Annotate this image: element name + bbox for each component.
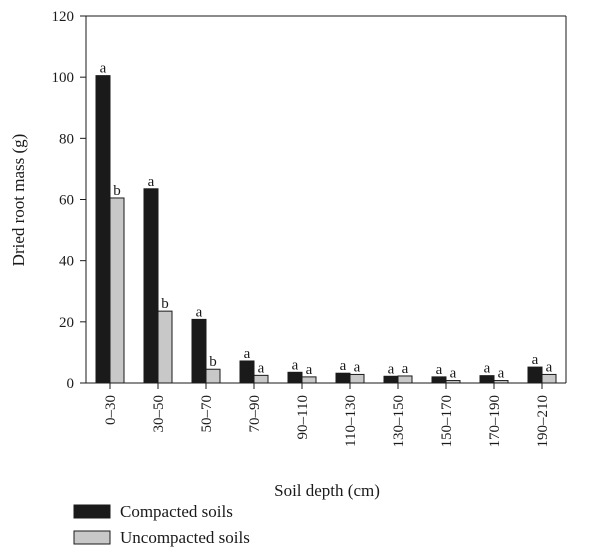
- x-tick-label: 170–190: [487, 395, 503, 448]
- significance-letter: a: [196, 304, 203, 320]
- significance-letter: a: [532, 352, 539, 368]
- bar-uncompacted: [301, 376, 317, 384]
- bar-compacted: [479, 375, 495, 384]
- y-tick-label: 60: [59, 193, 74, 209]
- significance-letter: a: [258, 360, 265, 376]
- bar-compacted: [95, 75, 111, 384]
- y-axis-label: Dried root mass (g): [9, 134, 28, 267]
- significance-letter: a: [436, 362, 443, 378]
- y-tick-label: 80: [59, 131, 74, 147]
- x-tick-label: 30–50: [151, 395, 167, 433]
- x-tick-label: 190–210: [535, 395, 551, 448]
- significance-letter: a: [292, 357, 299, 373]
- legend: Compacted soils Uncompacted soils: [73, 502, 250, 547]
- bar-uncompacted: [349, 373, 365, 384]
- legend-swatch-uncompacted: [73, 530, 111, 545]
- significance-letter: b: [209, 354, 217, 370]
- significance-letter: a: [484, 361, 491, 377]
- x-axis-label: Soil depth (cm): [274, 481, 380, 500]
- significance-letter: a: [450, 366, 457, 382]
- significance-letter: a: [546, 359, 553, 375]
- x-tick-label: 0–30: [103, 395, 119, 425]
- x-tick-label: 70–90: [247, 395, 263, 433]
- legend-swatch-compacted: [73, 504, 111, 519]
- bar-compacted: [527, 366, 543, 384]
- bar-uncompacted: [253, 374, 269, 384]
- bar-compacted: [239, 360, 255, 384]
- significance-letter: a: [498, 366, 505, 382]
- significance-letter: a: [148, 174, 155, 190]
- y-tick-label: 100: [52, 70, 75, 86]
- x-tick-label: 50–70: [199, 395, 215, 433]
- significance-letter: a: [340, 358, 347, 374]
- bar-uncompacted: [205, 368, 221, 384]
- y-tick-label: 120: [52, 9, 75, 25]
- significance-letter: a: [306, 362, 313, 378]
- significance-letter: a: [354, 359, 361, 375]
- bar-uncompacted: [541, 373, 557, 384]
- significance-letter: a: [244, 346, 251, 362]
- legend-label-compacted: Compacted soils: [120, 502, 233, 521]
- significance-letter: a: [100, 61, 107, 77]
- bar-uncompacted: [445, 380, 461, 384]
- bar-uncompacted: [109, 197, 125, 384]
- y-tick-label: 40: [59, 254, 74, 270]
- significance-letter: a: [388, 361, 395, 377]
- bar-uncompacted: [397, 375, 413, 384]
- bar-compacted: [143, 188, 159, 384]
- bar-uncompacted: [493, 380, 509, 384]
- x-tick-label: 130–150: [391, 395, 407, 448]
- bar-compacted: [431, 376, 447, 384]
- x-tick-label: 150–170: [439, 395, 455, 448]
- significance-letter: a: [402, 361, 409, 377]
- bar-compacted: [287, 371, 303, 384]
- y-tick-label: 20: [59, 315, 74, 331]
- y-tick-label: 0: [67, 376, 75, 392]
- bar-uncompacted: [157, 310, 173, 384]
- bars: [95, 75, 557, 384]
- x-tick-label: 110–130: [343, 395, 359, 447]
- legend-label-uncompacted: Uncompacted soils: [120, 528, 250, 547]
- bar-compacted: [191, 318, 207, 384]
- significance-letter: b: [113, 183, 121, 199]
- axes: 0 20 40 60 80 100 120 0–30 30–50 50–70 70–90 90–110…: [52, 9, 567, 448]
- bar-compacted: [335, 372, 351, 384]
- x-tick-label: 90–110: [295, 395, 311, 439]
- significance-letter: b: [161, 296, 169, 312]
